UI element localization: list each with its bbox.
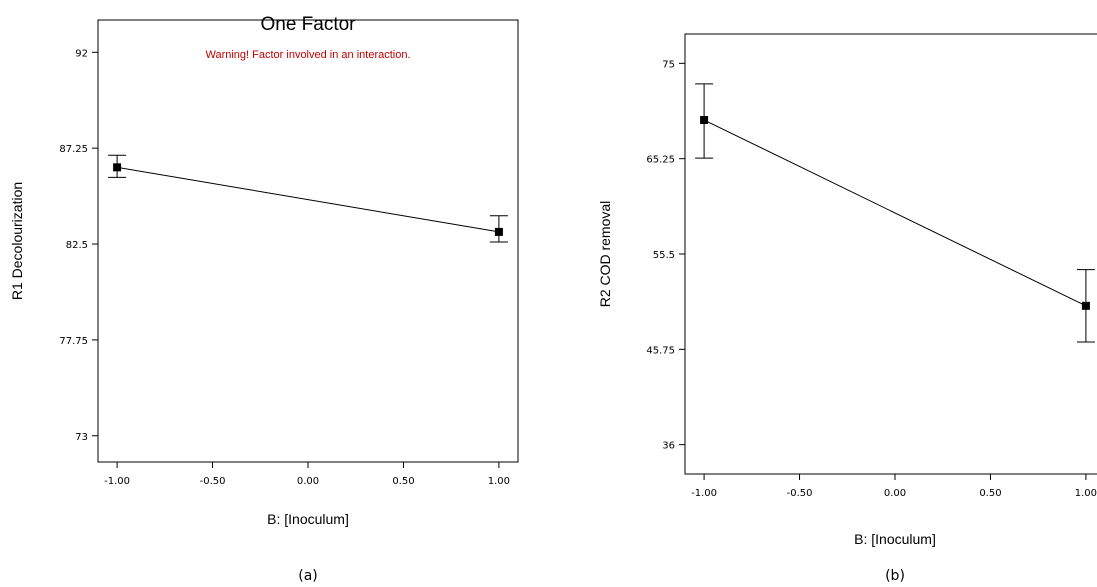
y-tick-label: 36 xyxy=(662,441,675,452)
y-tick-label: 45.75 xyxy=(646,345,675,356)
x-tick-label: 0.00 xyxy=(297,476,319,487)
y-axis-label: R1 Decolourization xyxy=(9,182,25,300)
data-point xyxy=(1081,301,1090,310)
x-tick-label: 0.50 xyxy=(979,488,1001,499)
x-axis-label: B: [Inoculum] xyxy=(854,531,936,547)
x-tick-label: -1.00 xyxy=(104,476,130,487)
y-tick-label: 75 xyxy=(662,59,675,70)
data-point xyxy=(700,116,709,125)
x-axis-label: B: [Inoculum] xyxy=(267,511,349,527)
y-tick-label: 65.25 xyxy=(646,155,675,166)
x-tick-label: 1.00 xyxy=(1075,488,1097,499)
data-point xyxy=(494,227,503,236)
chart-title: One Factor xyxy=(260,14,356,35)
y-axis-label: R2 COD removal xyxy=(597,201,613,308)
y-tick-label: 82.5 xyxy=(66,240,88,251)
x-tick-label: 0.00 xyxy=(884,488,906,499)
plot-frame xyxy=(684,33,1097,475)
x-tick-label: -0.50 xyxy=(200,476,226,487)
y-tick-label: 87.25 xyxy=(59,144,88,155)
panel-label: (b) xyxy=(885,568,905,584)
warning-annotation: Warning! Factor involved in an interacti… xyxy=(205,49,410,61)
data-point xyxy=(113,163,122,172)
panel-label: (a) xyxy=(298,568,318,584)
x-tick-label: 0.50 xyxy=(392,476,414,487)
y-tick-label: 92 xyxy=(75,48,88,59)
x-tick-label: -1.00 xyxy=(691,488,717,499)
panel-b: 36 45.75 55.5 65.25 75 -1.00 -0.50 0.00 0.50 1.00… xyxy=(597,33,1097,584)
y-tick-label: 55.5 xyxy=(653,250,675,261)
y-tick-label: 77.75 xyxy=(59,336,88,347)
plot-frame xyxy=(97,19,519,463)
series-line xyxy=(117,166,499,233)
x-tick-label: 1.00 xyxy=(488,476,510,487)
series-line xyxy=(703,119,1087,307)
panel-a: 73 77.75 82.5 87.25 92 -1.00 -0.50 0.00 0.50 1.00… xyxy=(9,14,519,584)
x-tick-label: -0.50 xyxy=(787,488,813,499)
y-tick-label: 73 xyxy=(75,432,88,443)
